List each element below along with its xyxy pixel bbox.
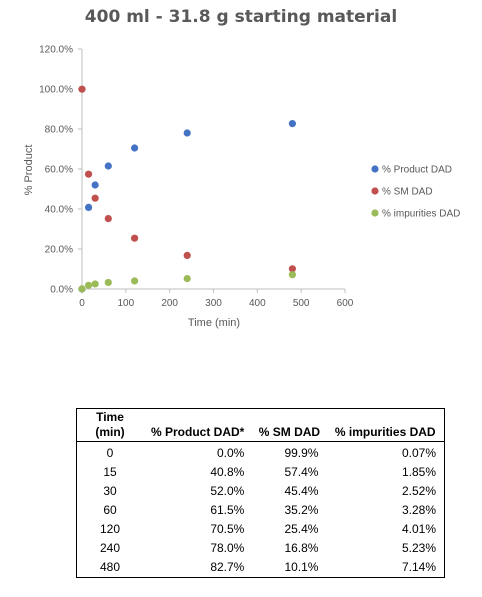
y-tick-label: 120.0% xyxy=(39,45,73,56)
header-time-line1: Time xyxy=(96,410,124,424)
table-cell: 240 xyxy=(99,541,121,555)
table-cell: 25.4% xyxy=(284,522,319,536)
y-axis-title: % Product xyxy=(23,145,35,196)
x-tick-label: 600 xyxy=(337,298,354,309)
data-table: Time (min) % Product DAD* % SM DAD % imp… xyxy=(76,408,445,578)
table-cell: 45.4% xyxy=(284,484,319,498)
table-cell: 15 xyxy=(103,465,117,479)
legend-label: % Product DAD xyxy=(382,165,452,176)
data-point xyxy=(91,280,99,288)
data-point xyxy=(104,215,112,223)
data-point xyxy=(183,274,191,283)
table-cell: 1.85% xyxy=(401,465,436,479)
data-point xyxy=(131,234,139,242)
table-cell: 480 xyxy=(99,560,121,574)
data-point xyxy=(183,129,191,137)
header-sm: % SM DAD xyxy=(252,408,327,442)
table-cell: 61.5% xyxy=(210,503,245,517)
table-row: 15 40.8% 57.4% 1.85% xyxy=(77,463,445,482)
x-tick-label: 200 xyxy=(161,298,178,309)
table-row: 0 0.0% 99.9% 0.07% xyxy=(77,442,445,464)
data-point xyxy=(104,278,112,287)
header-time: Time (min) xyxy=(76,408,143,442)
header-time-line2: (min) xyxy=(95,425,125,439)
legend-marker xyxy=(371,165,379,173)
table-row: 120 70.5% 25.4% 4.01% xyxy=(77,520,445,539)
data-point xyxy=(84,203,93,211)
x-tick-label: 100 xyxy=(117,298,134,309)
header-product: % Product DAD* xyxy=(143,408,253,442)
x-tick-label: 0 xyxy=(79,298,85,309)
x-tick-label: 300 xyxy=(205,298,222,309)
table-cell: 78.0% xyxy=(210,541,245,555)
chart-ticks: 0 100 200 300 400 500 600 0.0% 20.0% 40.0% 60.0% 80… xyxy=(39,45,354,310)
data-point xyxy=(78,85,86,93)
data-point xyxy=(288,120,296,128)
table-cell: 57.4% xyxy=(284,465,319,479)
table-cell: 3.28% xyxy=(401,503,436,517)
data-point xyxy=(131,277,139,285)
table-cell: 99.9% xyxy=(284,446,319,460)
table-cell: 70.5% xyxy=(210,522,245,536)
y-tick-label: 40.0% xyxy=(45,205,73,216)
data-point xyxy=(91,181,99,189)
table-cell: 4.01% xyxy=(401,522,436,536)
x-tick-label: 500 xyxy=(293,298,310,309)
table-row: 480 82.7% 10.1% 7.14% xyxy=(77,558,445,578)
y-tick-label: 20.0% xyxy=(45,245,73,256)
data-point xyxy=(78,285,86,293)
chart-axes xyxy=(81,49,345,290)
table-cell: 7.14% xyxy=(401,560,436,574)
y-tick-label: 0.0% xyxy=(50,285,73,296)
y-tick-label: 80.0% xyxy=(45,125,73,136)
x-tick-label: 400 xyxy=(249,298,266,309)
table-row: 30 52.0% 45.4% 2.52% xyxy=(77,482,445,501)
table-cell: 82.7% xyxy=(210,560,245,574)
table-cell: 5.23% xyxy=(401,541,436,555)
table-cell: 16.8% xyxy=(284,541,319,555)
data-point xyxy=(183,251,191,259)
data-point xyxy=(84,170,93,178)
data-point xyxy=(104,162,112,170)
table-cell: 30 xyxy=(103,484,117,498)
y-tick-label: 60.0% xyxy=(45,165,73,176)
table-cell: 120 xyxy=(99,522,121,536)
table-row: 60 61.5% 35.2% 3.28% xyxy=(77,501,445,520)
table-cell: 35.2% xyxy=(284,503,319,517)
header-impurities: % impurities DAD xyxy=(326,408,445,442)
table-cell: 52.0% xyxy=(210,484,245,498)
table-cell: 0 xyxy=(106,446,114,460)
legend-marker xyxy=(371,209,379,217)
chart-title: 400 ml - 31.8 g starting material xyxy=(85,7,397,27)
table-row: 240 78.0% 16.8% 5.23% xyxy=(77,539,445,558)
data-point xyxy=(288,265,296,273)
table-cell: 10.1% xyxy=(284,560,319,574)
y-tick-label: 100.0% xyxy=(39,85,73,96)
data-point xyxy=(131,144,139,152)
table-header-row: Time (min) % Product DAD* % SM DAD % imp… xyxy=(76,408,445,442)
table-cell: 60 xyxy=(103,503,117,517)
legend-marker xyxy=(371,187,379,195)
chart-legend: % Product DAD % SM DAD % impurities DAD xyxy=(371,165,460,220)
data-point xyxy=(288,271,296,279)
chart-points xyxy=(78,85,296,293)
legend-label: % impurities DAD xyxy=(382,209,460,220)
data-point xyxy=(84,281,93,289)
table-cell: 40.8% xyxy=(210,465,245,479)
legend-label: % SM DAD xyxy=(382,187,433,198)
table-cell: 2.52% xyxy=(401,484,436,498)
x-axis-title: Time (min) xyxy=(188,317,240,329)
table-cell: 0.0% xyxy=(217,446,245,460)
table-cell: 0.07% xyxy=(401,446,436,460)
data-point xyxy=(91,194,99,202)
scatter-chart: 400 ml - 31.8 g starting material % Prod… xyxy=(23,7,460,329)
